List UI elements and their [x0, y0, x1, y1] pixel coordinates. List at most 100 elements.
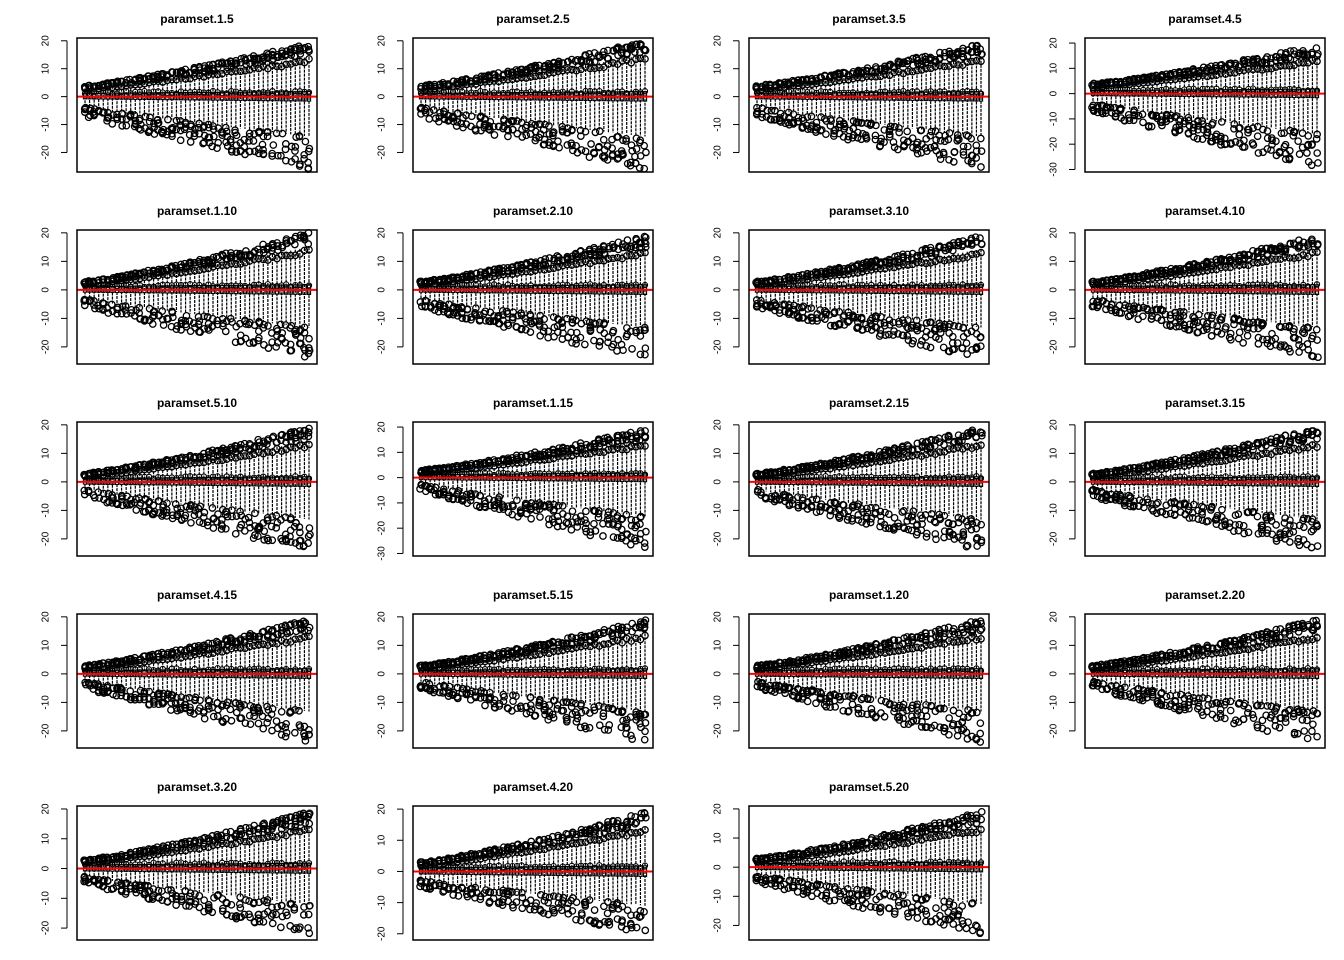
box-26 — [194, 255, 205, 336]
box-series — [1088, 235, 1322, 362]
panel-title: paramset.2.10 — [493, 204, 573, 218]
box-43 — [272, 239, 282, 351]
outlier-point — [141, 112, 150, 121]
outlier-point — [186, 74, 194, 83]
box-18 — [830, 265, 840, 331]
outlier-point — [194, 123, 203, 132]
outlier-point — [226, 138, 235, 146]
box-28 — [875, 65, 886, 151]
y-tick-label: 20 — [1049, 37, 1060, 49]
box-27 — [199, 62, 209, 148]
y-tick-label: -10 — [1049, 311, 1060, 326]
outlier-point — [1243, 331, 1252, 340]
box-50 — [304, 42, 314, 173]
outlier-point — [103, 79, 112, 87]
box-21 — [844, 71, 854, 144]
box-38 — [249, 247, 259, 347]
y-tick-label: 0 — [713, 287, 724, 293]
box-17 — [825, 71, 835, 130]
box-25 — [1198, 260, 1208, 335]
box-16 — [1156, 70, 1167, 130]
box-46 — [286, 45, 296, 166]
box-5 — [770, 81, 781, 124]
outlier-point — [948, 332, 957, 341]
outlier-point — [90, 88, 98, 95]
outlier-point — [232, 141, 241, 150]
outlier-point — [490, 131, 499, 139]
box-26 — [1202, 257, 1212, 333]
y-tick-label: -10 — [41, 311, 52, 326]
outlier-point — [425, 115, 434, 123]
panel-title: paramset.3.5 — [832, 12, 906, 26]
y-tick-label: 20 — [377, 227, 388, 239]
outlier-point — [945, 329, 954, 337]
outlier-point — [173, 68, 181, 77]
outlier-point — [600, 329, 609, 338]
outlier-point — [113, 110, 121, 119]
outlier-point — [1253, 132, 1262, 141]
box-34 — [903, 250, 913, 344]
outlier-point — [126, 112, 135, 121]
box-18 — [830, 70, 840, 140]
outlier-point — [213, 70, 222, 79]
y-tick-label: -20 — [1049, 339, 1060, 354]
outlier-point — [158, 307, 167, 315]
outlier-point — [217, 128, 226, 136]
outlier-point — [186, 327, 195, 336]
y-tick-label: -20 — [1049, 137, 1060, 152]
y-tick-label: 20 — [713, 35, 724, 47]
outlier-point — [580, 340, 589, 349]
box-34 — [231, 249, 241, 347]
outlier-point — [221, 123, 230, 132]
box-38 — [249, 52, 259, 156]
box-36 — [576, 55, 586, 154]
outlier-point — [249, 137, 258, 145]
box-20 — [167, 262, 177, 331]
y-tick-label: 10 — [377, 255, 388, 267]
outlier-point — [301, 137, 310, 146]
outlier-point — [185, 130, 194, 139]
outlier-point — [113, 115, 122, 124]
box-40 — [594, 245, 605, 350]
outlier-point — [1217, 118, 1226, 126]
box-18 — [157, 265, 168, 329]
box-42 — [1275, 49, 1286, 157]
box-49 — [635, 238, 646, 359]
y-tick-label: 20 — [1049, 227, 1060, 239]
outlier-point — [964, 142, 972, 151]
outlier-point — [108, 83, 117, 92]
y-tick-label: 10 — [377, 63, 388, 75]
y-tick-label: 0 — [41, 93, 52, 99]
outlier-point — [291, 147, 299, 155]
outlier-point — [132, 88, 139, 96]
outlier-point — [168, 68, 177, 77]
box-39 — [254, 245, 264, 345]
outlier-point — [195, 71, 204, 80]
outlier-point — [221, 327, 230, 336]
outlier-point — [903, 127, 912, 136]
box-25 — [190, 63, 199, 140]
outlier-point — [1295, 150, 1304, 158]
box-43 — [608, 46, 618, 160]
box-27 — [535, 256, 545, 340]
box-23 — [516, 65, 527, 141]
box-24 — [857, 259, 867, 334]
box-10 — [1129, 74, 1139, 125]
outlier-point — [164, 115, 172, 124]
box-47 — [1298, 46, 1308, 152]
outlier-point — [213, 144, 221, 153]
outlier-point — [163, 76, 172, 85]
panel-title: paramset.1.10 — [157, 204, 237, 218]
outlier-point — [167, 124, 176, 133]
box-37 — [916, 53, 927, 157]
outlier-point — [108, 119, 117, 128]
outlier-point — [186, 138, 195, 146]
